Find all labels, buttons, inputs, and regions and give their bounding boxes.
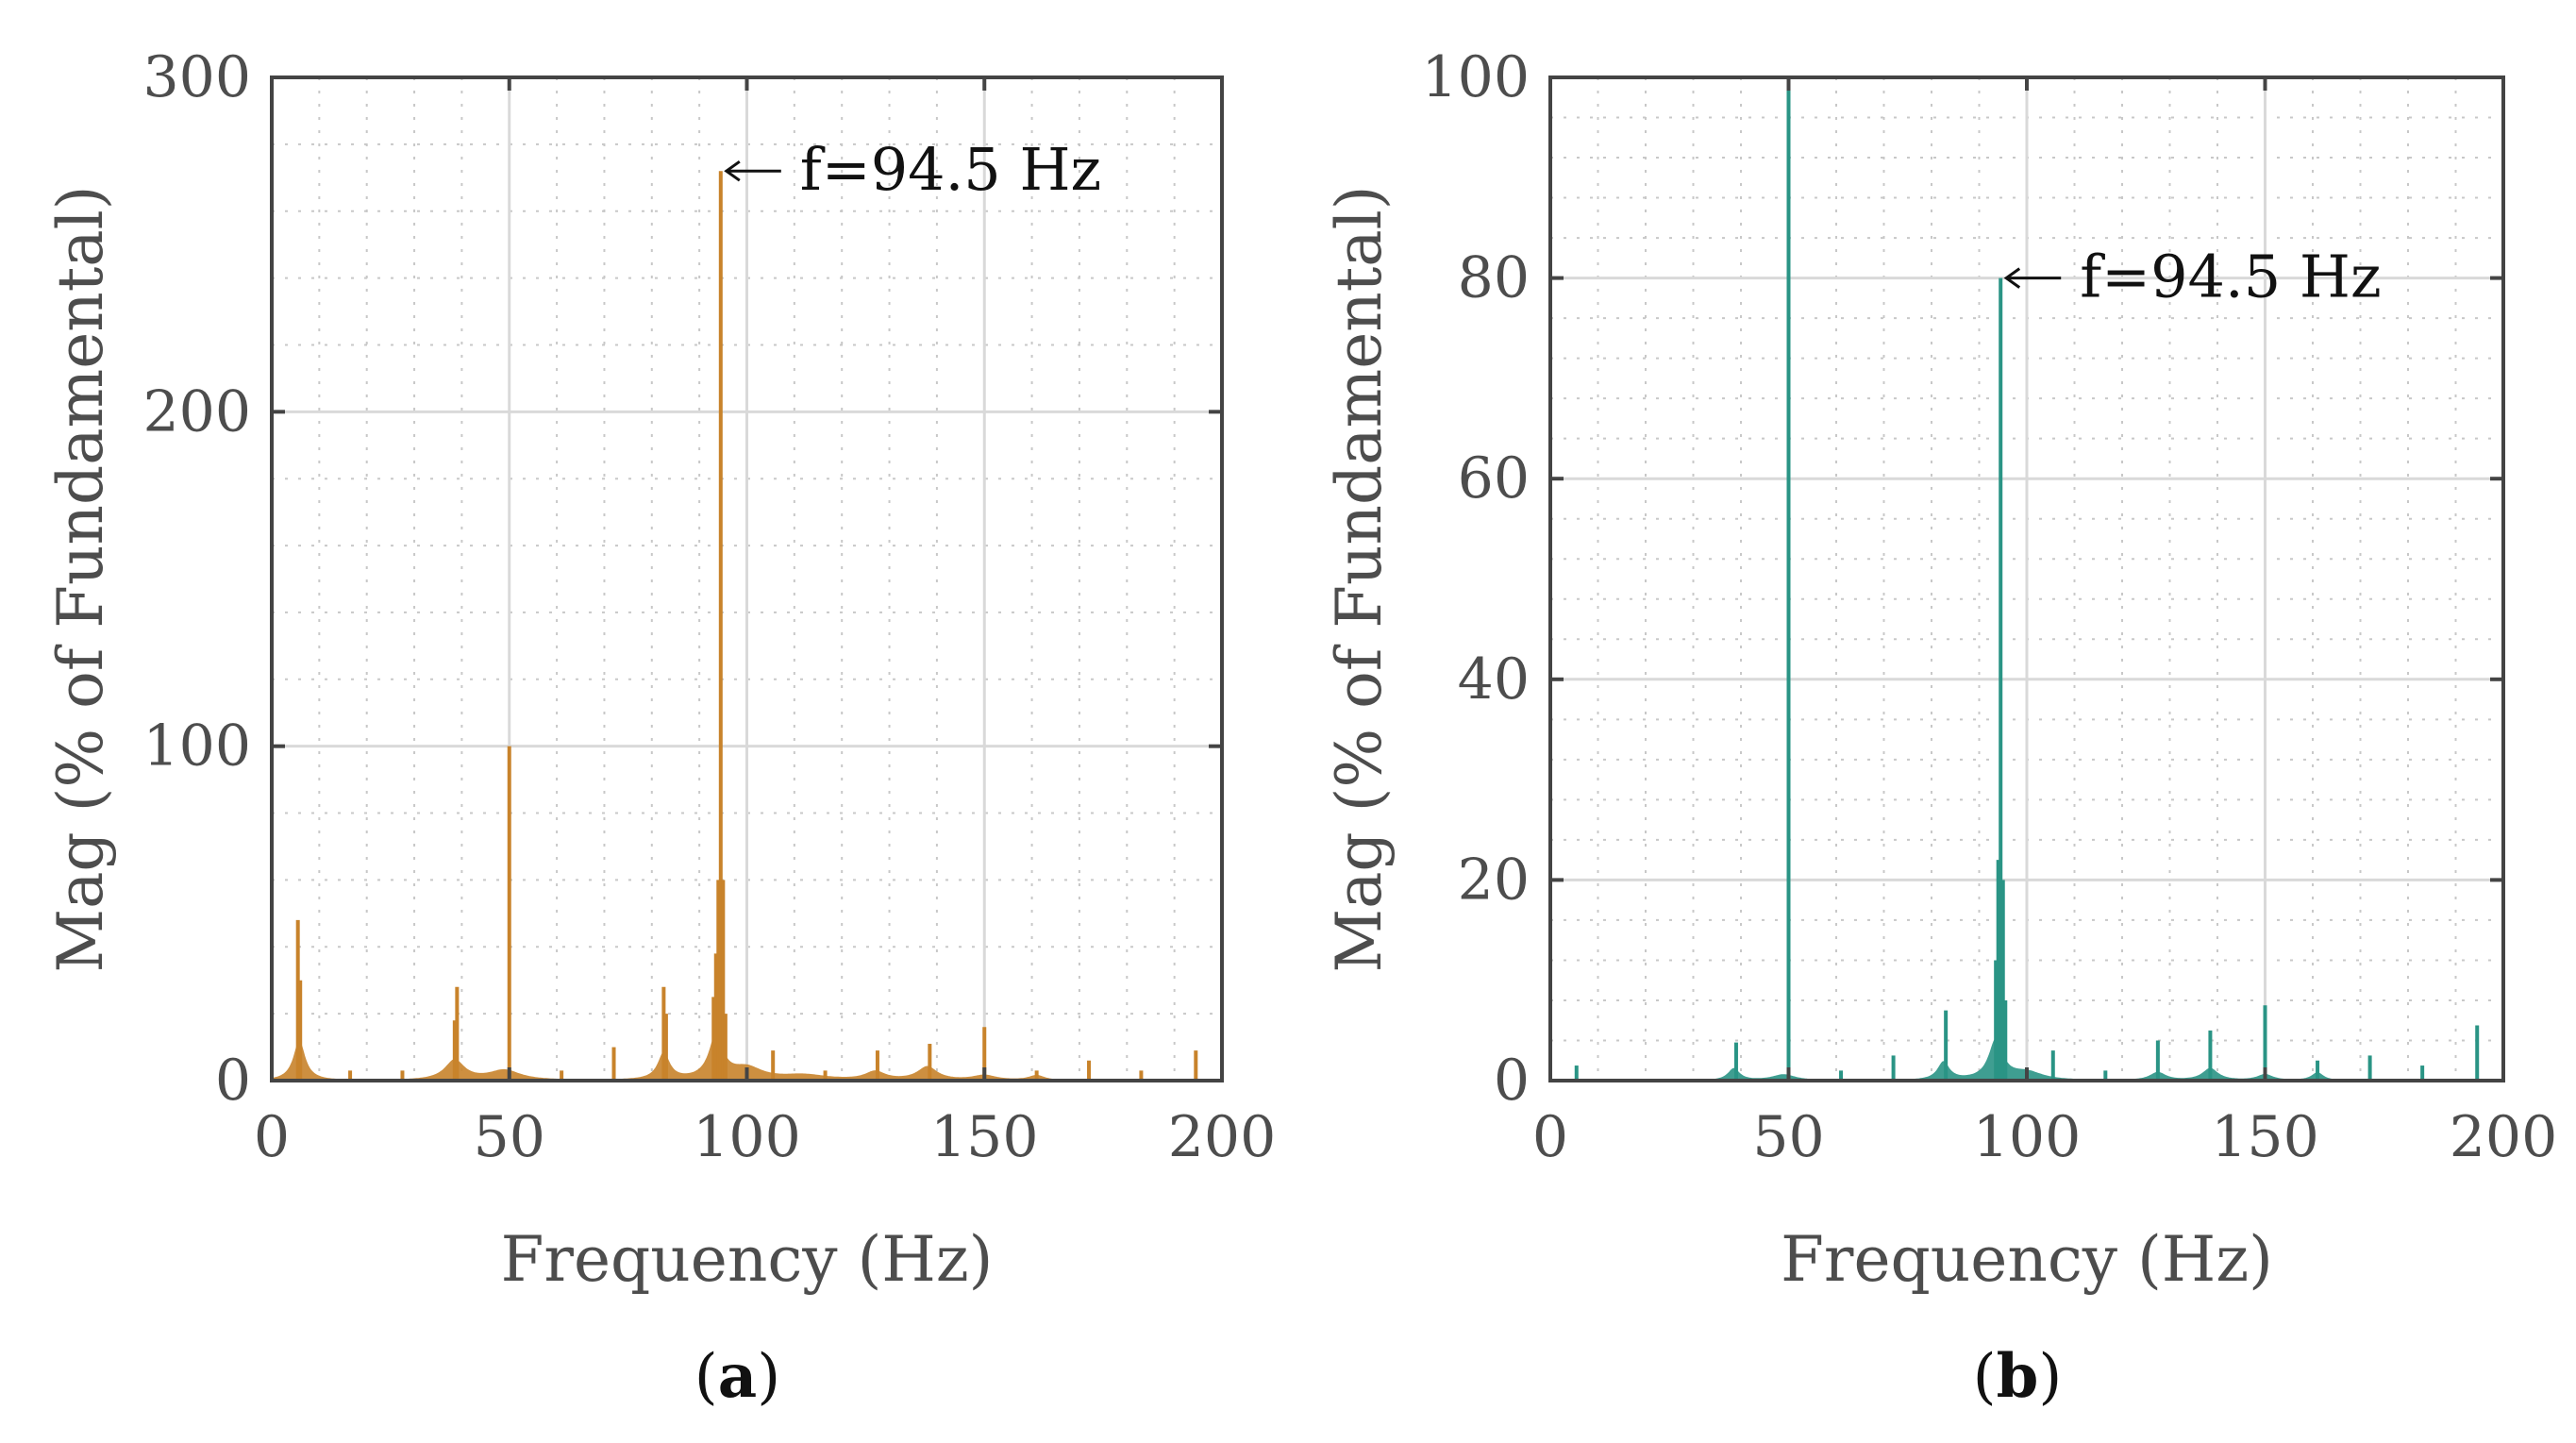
y-tick-label: 100 bbox=[142, 713, 251, 780]
chart-panel-a: 0 50 100 150 200 0 100 200 300 Frequency… bbox=[44, 44, 1276, 1412]
x-tick-label: 150 bbox=[2211, 1104, 2319, 1170]
y-tick-label: 40 bbox=[1458, 646, 1530, 713]
x-tick-label: 0 bbox=[1532, 1104, 1568, 1170]
x-axis-label: Frequency (Hz) bbox=[1781, 1223, 2273, 1296]
annotation-text: f=94.5 Hz bbox=[800, 135, 1101, 204]
peak-annotation-b: f=94.5 Hz bbox=[2003, 243, 2382, 311]
x-tick-label: 50 bbox=[474, 1104, 545, 1170]
x-tick-label: 50 bbox=[1752, 1104, 1824, 1170]
peak-annotation-a: f=94.5 Hz bbox=[724, 135, 1101, 204]
x-tick-label: 200 bbox=[2450, 1104, 2558, 1170]
y-axis-label: Mag (% of Fundamental) bbox=[44, 185, 117, 972]
panel-letter: b bbox=[1997, 1341, 2039, 1412]
panel-letter: a bbox=[718, 1341, 757, 1412]
y-tick-label: 300 bbox=[142, 44, 251, 110]
x-tick-label: 150 bbox=[930, 1104, 1039, 1170]
grid-b bbox=[1550, 77, 2503, 1081]
y-tick-label: 0 bbox=[1494, 1048, 1530, 1114]
ticks-a bbox=[270, 76, 1224, 1082]
x-tick-label: 200 bbox=[1168, 1104, 1277, 1170]
panel-label-b: (b) bbox=[1973, 1341, 2063, 1412]
annotation-arrow-head bbox=[2003, 267, 2021, 289]
y-axis-label: Mag (% of Fundamental) bbox=[1323, 185, 1396, 972]
x-axis-label: Frequency (Hz) bbox=[501, 1223, 994, 1296]
chart-panel-b: 0 50 100 150 200 0 20 40 60 80 100 Frequ… bbox=[1323, 44, 2557, 1412]
y-tick-label: 100 bbox=[1421, 44, 1530, 110]
grid-a bbox=[272, 77, 1222, 1081]
x-tick-label: 0 bbox=[254, 1104, 290, 1170]
y-tick-label: 20 bbox=[1458, 847, 1530, 913]
y-tick-label: 80 bbox=[1458, 245, 1530, 311]
x-tick-label: 100 bbox=[693, 1104, 801, 1170]
y-tick-label: 200 bbox=[142, 378, 251, 445]
y-tick-label: 60 bbox=[1458, 445, 1530, 512]
y-tick-label: 0 bbox=[215, 1048, 251, 1114]
x-tick-label: 100 bbox=[1973, 1104, 2082, 1170]
ticks-b bbox=[1548, 76, 2505, 1082]
annotation-arrow-head bbox=[724, 159, 741, 182]
panel-label-a: (a) bbox=[694, 1341, 780, 1412]
annotation-text: f=94.5 Hz bbox=[2080, 243, 2381, 311]
